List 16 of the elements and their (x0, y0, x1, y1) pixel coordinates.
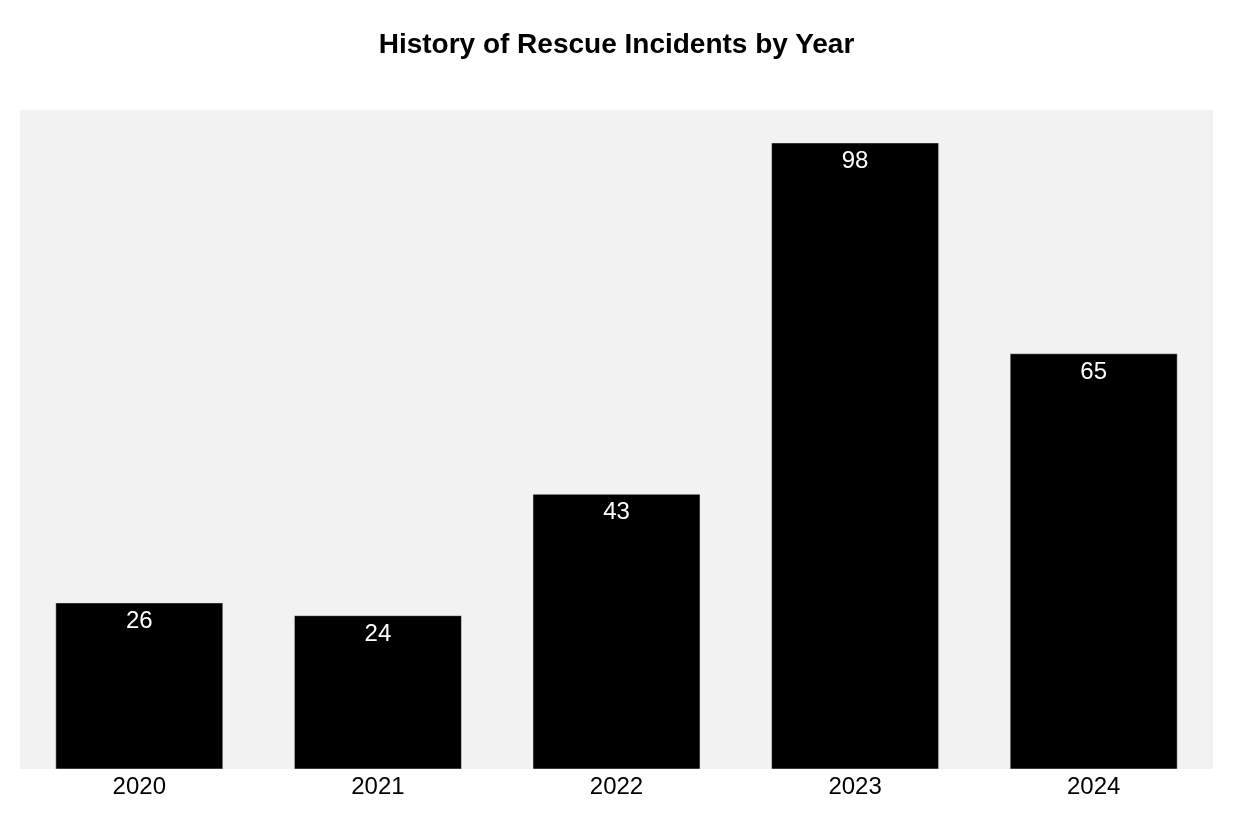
x-tick-label: 2021 (351, 772, 405, 799)
data-label: 43 (603, 497, 630, 525)
x-tick-label: 2023 (828, 772, 882, 799)
bar (55, 602, 224, 769)
x-tick-label: 2022 (589, 772, 644, 799)
data-label: 26 (125, 605, 153, 633)
x-tick-label: 2020 (112, 772, 166, 799)
bar (1009, 353, 1178, 769)
chart-title: History of Rescue Incidents by Year (378, 28, 855, 60)
data-label: 24 (364, 618, 392, 646)
x-tick-label: 2024 (1067, 772, 1121, 799)
data-label: 65 (1080, 356, 1108, 384)
bar (532, 494, 701, 769)
bar (294, 615, 462, 769)
data-label: 98 (841, 145, 869, 173)
bar (771, 142, 939, 769)
